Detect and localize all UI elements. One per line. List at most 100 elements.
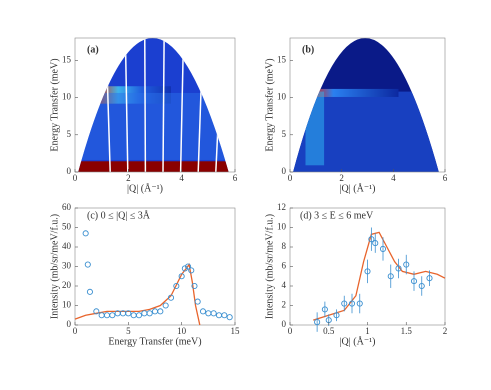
x-tick-label: 6 — [443, 173, 448, 183]
heatmap-elastic — [78, 161, 229, 172]
y-tick-label: 0 — [282, 166, 287, 176]
y-tick-label: 0 — [67, 319, 72, 329]
data-point — [141, 310, 148, 317]
y-tick-label: 6 — [282, 261, 287, 271]
data-point — [151, 308, 159, 315]
data-point — [109, 312, 116, 319]
data-point — [84, 261, 91, 268]
data-point — [86, 288, 93, 295]
data-point — [418, 282, 425, 290]
data-point — [93, 308, 100, 315]
data-point — [167, 294, 175, 301]
data-point — [178, 273, 185, 280]
y-tick-label: 15 — [277, 54, 287, 64]
data-point — [387, 273, 394, 280]
annotation: (c) 0 ≤ |Q| ≤ 3Å — [87, 209, 151, 221]
x-axis-label: |Q| (Å⁻¹) — [340, 335, 376, 347]
plot-frame — [74, 37, 236, 173]
x-axis-label: |Q| (Å⁻¹) — [340, 182, 376, 194]
detector-gap — [124, 38, 129, 172]
y-tick-label: 2 — [282, 300, 287, 310]
data-point — [82, 230, 89, 237]
data-point — [130, 312, 137, 319]
data-point — [426, 275, 433, 282]
data-point — [395, 265, 402, 272]
y-tick-label: 10 — [62, 92, 72, 102]
data-point — [215, 312, 223, 319]
fit-line — [74, 262, 201, 326]
x-tick-label: 0 — [288, 326, 293, 336]
heatmap-streak — [305, 91, 325, 166]
panel-label: (a) — [87, 44, 99, 55]
data-point — [181, 265, 188, 272]
data-point — [364, 268, 371, 275]
data-point — [348, 300, 356, 307]
data-point — [341, 300, 348, 307]
data-point — [157, 308, 164, 315]
heatmap-image — [78, 38, 229, 172]
x-tick-label: 2 — [126, 173, 131, 183]
y-tick-label: 50 — [62, 222, 72, 232]
y-axis-label: Intensity (mb/sr/meV/f.u.) — [49, 214, 60, 319]
annotation: (d) 3 ≤ E ≤ 6 meV — [300, 210, 374, 221]
y-tick-label: 30 — [62, 261, 72, 271]
heatmap-image — [293, 38, 439, 172]
data-point — [379, 245, 387, 252]
data-point — [135, 312, 143, 319]
x-tick-label: 2 — [443, 326, 448, 336]
x-tick-label: 0 — [288, 173, 293, 183]
y-tick-label: 4 — [282, 280, 287, 290]
data-point — [205, 310, 212, 317]
y-axis-label: Intensity (mb/sr/meV/f.u.) — [264, 214, 275, 319]
x-tick-label: 1 — [365, 326, 370, 336]
x-tick-label: 4 — [179, 173, 184, 183]
x-tick-label: 1.5 — [401, 326, 413, 336]
y-tick-label: 60 — [62, 202, 72, 212]
x-tick-label: 15 — [231, 326, 241, 336]
x-tick-label: 10 — [177, 326, 187, 336]
data-point — [314, 319, 321, 326]
x-tick-label: 6 — [233, 173, 238, 183]
x-tick-label: 0 — [73, 326, 78, 336]
x-tick-label: 2 — [339, 173, 344, 183]
data-point — [403, 261, 410, 268]
y-tick-label: 0 — [282, 319, 287, 329]
data-point — [333, 312, 340, 319]
detector-gap — [179, 38, 185, 172]
y-tick-label: 5 — [67, 129, 72, 139]
y-tick-label: 0 — [67, 166, 72, 176]
x-tick-label: 4 — [391, 173, 396, 183]
data-point — [185, 263, 192, 270]
data-point — [188, 267, 195, 274]
data-point — [199, 308, 207, 315]
y-tick-label: 15 — [62, 54, 72, 64]
data-point — [191, 282, 198, 290]
data-point — [103, 312, 111, 319]
data-point — [226, 314, 233, 321]
fit-line — [313, 231, 446, 321]
y-tick-label: 40 — [62, 241, 72, 251]
x-tick-label: 0.5 — [323, 326, 335, 336]
y-tick-label: 12 — [277, 202, 286, 212]
data-point — [221, 312, 228, 319]
data-point — [372, 240, 379, 247]
y-tick-label: 10 — [277, 92, 287, 102]
x-axis-label: Energy Transfer (meV) — [108, 336, 201, 347]
data-point — [125, 310, 132, 317]
data-point — [194, 298, 201, 305]
y-axis-label: Energy Transfer (meV) — [264, 58, 275, 151]
y-tick-label: 5 — [282, 129, 287, 139]
y-tick-label: 10 — [277, 222, 287, 232]
y-tick-label: 8 — [282, 241, 287, 251]
data-point — [356, 300, 363, 307]
data-point — [368, 236, 375, 243]
data-point — [410, 278, 418, 285]
data-point — [210, 310, 217, 317]
detector-gap — [144, 38, 147, 172]
data-point — [321, 306, 328, 313]
x-tick-label: 0 — [73, 173, 78, 183]
detector-gap — [162, 38, 165, 172]
y-tick-label: 10 — [62, 300, 72, 310]
y-axis-label: Energy Transfer (meV) — [49, 58, 60, 151]
